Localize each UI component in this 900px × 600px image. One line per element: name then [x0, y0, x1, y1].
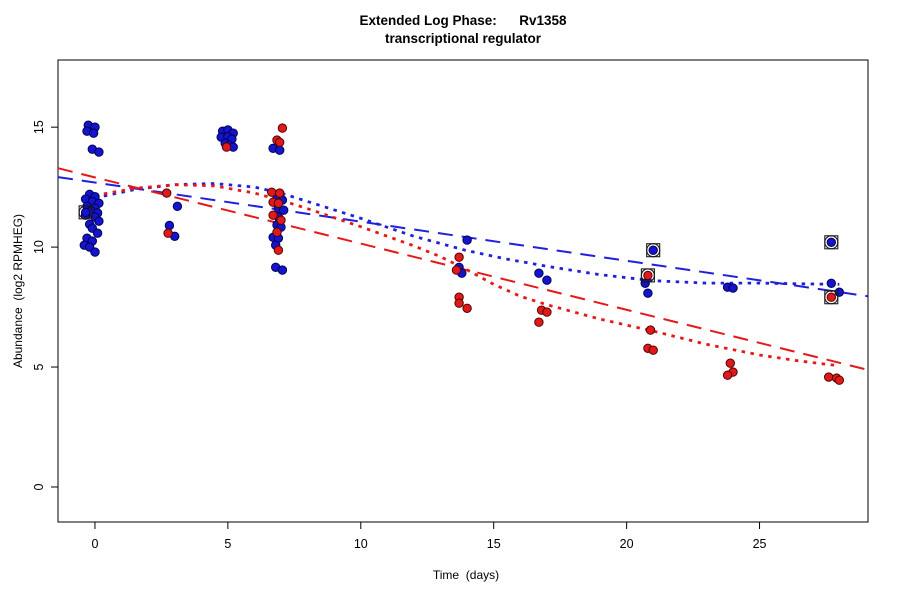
data-point-blue: [277, 265, 288, 275]
data-point-blue: [542, 275, 552, 285]
x-tick-label: 5: [224, 537, 231, 551]
flagged-data-point: [826, 237, 837, 248]
chart-title-line2: transcriptional regulator: [384, 31, 542, 46]
data-point-red: [272, 227, 282, 237]
data-point-red: [451, 265, 462, 275]
flag-square-marker: [646, 243, 661, 258]
red-loess-fit-line: [94, 183, 840, 368]
blue-linear-fit-line: [57, 176, 869, 298]
data-point-red: [824, 372, 834, 382]
data-point-red: [162, 188, 172, 198]
y-tick-label: 10: [32, 240, 46, 254]
flagged-data-point: [826, 292, 837, 302]
y-tick-label: 5: [32, 364, 46, 371]
data-point-red: [834, 375, 844, 385]
flag-square-marker: [78, 205, 93, 220]
data-point-red: [645, 325, 656, 335]
data-point-red: [163, 228, 173, 238]
data-point-red: [273, 245, 284, 255]
data-point-blue: [462, 235, 472, 245]
data-point-blue: [90, 247, 100, 257]
flagged-data-point: [80, 207, 91, 218]
data-point-red: [275, 137, 285, 148]
x-tick-label: 25: [753, 537, 767, 551]
data-point-red: [542, 307, 552, 317]
data-point-blue: [94, 216, 104, 226]
x-tick-label: 0: [91, 537, 98, 551]
data-point-red: [276, 215, 286, 225]
data-point-blue: [172, 201, 183, 212]
flagged-data-point: [643, 270, 653, 281]
x-tick-label: 15: [487, 537, 501, 551]
data-point-blue: [534, 268, 544, 278]
flag-square-marker: [824, 290, 839, 305]
chart-title-line1: Extended Log Phase: Rv1358: [359, 13, 567, 28]
data-point-blue: [640, 278, 650, 288]
x-tick-label: 10: [354, 537, 368, 551]
data-point-blue: [275, 145, 285, 155]
data-point-blue: [164, 220, 175, 231]
data-point-red: [462, 303, 472, 313]
flag-square-marker: [640, 268, 655, 283]
flag-square-marker: [824, 235, 839, 250]
data-point-red: [275, 188, 285, 198]
flagged-data-point: [648, 245, 658, 255]
data-point-blue: [94, 147, 104, 157]
data-point-red: [454, 298, 464, 308]
data-point-blue: [826, 278, 836, 288]
data-point-blue: [279, 205, 289, 215]
data-point-red: [454, 252, 464, 262]
plot-box: [57, 59, 869, 523]
data-point-blue: [834, 287, 844, 297]
data-point-red: [534, 317, 544, 327]
x-axis-label: Time (days): [432, 568, 500, 582]
data-point-red: [722, 370, 733, 380]
data-point-blue: [92, 228, 103, 238]
y-tick-label: 15: [32, 120, 46, 134]
data-point-red: [725, 358, 735, 368]
data-point-red: [268, 210, 278, 220]
data-point-red: [648, 345, 658, 355]
data-point-red: [277, 123, 288, 133]
x-tick-label: 20: [620, 537, 634, 551]
data-point-blue: [88, 128, 99, 138]
data-point-red: [221, 142, 232, 152]
data-point-red: [267, 187, 277, 197]
y-tick-label: 0: [32, 483, 46, 490]
data-point-red: [273, 198, 284, 208]
data-point-blue: [643, 288, 653, 298]
data-point-blue: [728, 283, 738, 293]
